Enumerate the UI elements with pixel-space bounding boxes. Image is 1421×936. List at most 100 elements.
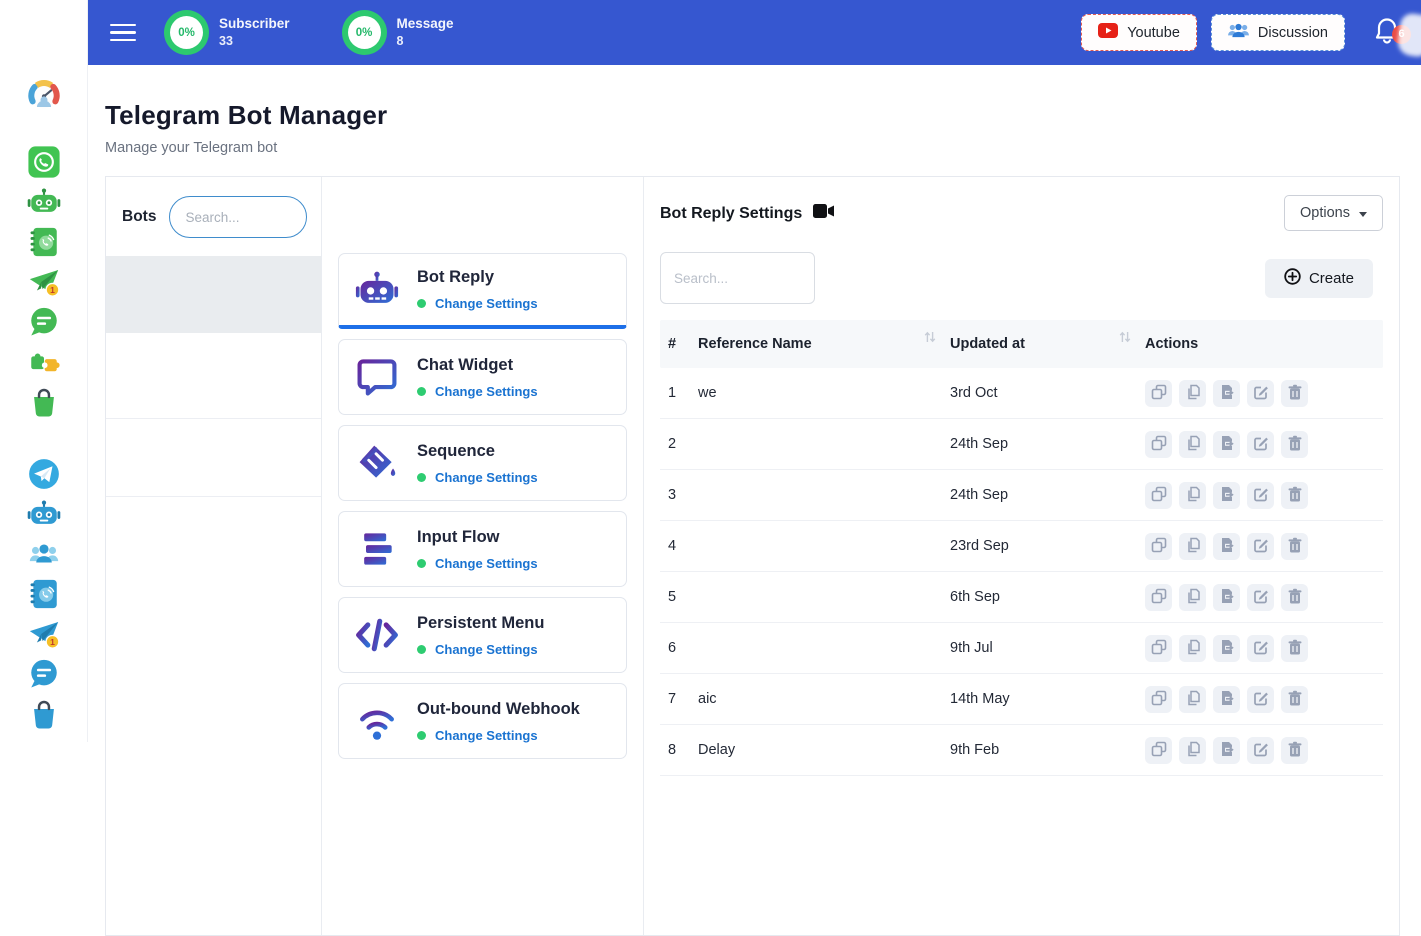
edit-button[interactable] — [1247, 685, 1274, 713]
clone-button[interactable] — [1145, 736, 1172, 764]
copy-button[interactable] — [1179, 583, 1206, 611]
clone-button[interactable] — [1145, 532, 1172, 560]
status-dot-icon — [417, 558, 426, 568]
export-button[interactable] — [1213, 532, 1240, 560]
delete-button[interactable] — [1281, 481, 1308, 509]
row-updated-at: 9th Jul — [950, 640, 993, 656]
clone-button[interactable] — [1145, 430, 1172, 458]
create-button[interactable]: Create — [1264, 258, 1373, 298]
change-settings-link[interactable]: Change Settings — [435, 383, 538, 399]
copy-button[interactable] — [1179, 481, 1206, 509]
clone-button[interactable] — [1145, 481, 1172, 509]
delete-button[interactable] — [1281, 583, 1308, 611]
setting-card-sequence[interactable]: Sequence Change Settings — [338, 425, 627, 501]
edit-button[interactable] — [1247, 634, 1274, 662]
copy-icon — [1185, 486, 1201, 505]
sidebar-item-whatsapp[interactable] — [26, 145, 62, 179]
sidebar-item-telegram-group[interactable] — [26, 537, 62, 571]
sort-icon[interactable] — [924, 330, 936, 348]
options-dropdown-button[interactable]: Options — [1284, 195, 1383, 231]
clone-button[interactable] — [1145, 379, 1172, 407]
video-camera-icon[interactable] — [813, 203, 835, 224]
change-settings-link[interactable]: Change Settings — [435, 296, 538, 311]
export-button[interactable] — [1213, 430, 1240, 458]
row-reference-name: Delay — [698, 742, 736, 758]
clone-button[interactable] — [1145, 583, 1172, 611]
edit-button[interactable] — [1247, 379, 1274, 407]
setting-card-bot-reply[interactable]: Bot Reply Change Settings — [338, 253, 627, 329]
delete-button[interactable] — [1281, 736, 1308, 764]
edit-button[interactable] — [1247, 736, 1274, 764]
delete-button[interactable] — [1281, 430, 1308, 458]
setting-card-input-flow[interactable]: Input Flow Change Settings — [338, 511, 627, 587]
edit-button[interactable] — [1247, 583, 1274, 611]
sidebar-item-whatsapp-broadcast[interactable]: 1 — [26, 265, 62, 299]
chevron-down-icon — [1359, 211, 1367, 217]
sidebar-item-whatsapp-contacts[interactable] — [26, 225, 62, 259]
change-settings-link[interactable]: Change Settings — [435, 469, 538, 485]
copy-button[interactable] — [1179, 634, 1206, 662]
bot-list-item[interactable] — [106, 256, 321, 333]
sidebar-item-telegram-shop[interactable] — [26, 697, 62, 731]
clone-button[interactable] — [1145, 685, 1172, 713]
export-button[interactable] — [1213, 685, 1240, 713]
delete-button[interactable] — [1281, 634, 1308, 662]
reply-search-input[interactable] — [660, 252, 815, 304]
hamburger-menu-icon[interactable] — [110, 19, 136, 47]
change-settings-link[interactable]: Change Settings — [435, 727, 538, 743]
edit-button[interactable] — [1247, 481, 1274, 509]
sidebar-item-telegram[interactable] — [26, 457, 62, 491]
copy-button[interactable] — [1179, 736, 1206, 764]
discussion-button[interactable]: Discussion — [1210, 14, 1345, 51]
sidebar-item-whatsapp-chat[interactable] — [26, 305, 62, 339]
notifications-button[interactable]: 6 — [1375, 17, 1411, 49]
discussion-button-label: Discussion — [1257, 24, 1328, 41]
contacts-icon — [30, 227, 57, 257]
users-icon — [29, 544, 58, 563]
setting-card-out-bound-webhook[interactable]: Out-bound Webhook Change Settings — [338, 683, 627, 759]
bot-list-item[interactable] — [106, 419, 321, 497]
sidebar-item-telegram-broadcast[interactable]: 1 — [26, 617, 62, 651]
sidebar-item-telegram-chat[interactable] — [26, 657, 62, 691]
setting-card-chat-widget[interactable]: Chat Widget Change Settings — [338, 339, 627, 415]
copy-button[interactable] — [1179, 685, 1206, 713]
export-button[interactable] — [1213, 481, 1240, 509]
row-number: 4 — [668, 538, 677, 554]
chat-icon — [30, 307, 57, 336]
sort-icon[interactable] — [1119, 330, 1131, 348]
delete-button[interactable] — [1281, 379, 1308, 407]
edit-button[interactable] — [1247, 430, 1274, 458]
sidebar-item-whatsapp-bot[interactable] — [26, 185, 62, 219]
column-header-reference-name[interactable]: Reference Name — [698, 331, 950, 352]
setting-card-persistent-menu[interactable]: Persistent Menu Change Settings — [338, 597, 627, 673]
sidebar-item-telegram-contacts[interactable] — [26, 577, 62, 611]
copy-button[interactable] — [1179, 532, 1206, 560]
export-icon — [1219, 690, 1235, 709]
change-settings-link[interactable]: Change Settings — [435, 641, 538, 657]
subscriber-stat-label: Subscriber — [219, 15, 290, 31]
export-button[interactable] — [1213, 634, 1240, 662]
row-actions — [1145, 532, 1375, 560]
export-button[interactable] — [1213, 736, 1240, 764]
column-header-updated-at[interactable]: Updated at — [950, 331, 1145, 352]
bots-search-input[interactable] — [169, 196, 307, 238]
clone-button[interactable] — [1145, 634, 1172, 662]
delete-button[interactable] — [1281, 532, 1308, 560]
export-button[interactable] — [1213, 583, 1240, 611]
sidebar-item-dashboard[interactable] — [26, 78, 62, 112]
plus-circle-icon — [1284, 267, 1301, 289]
copy-button[interactable] — [1179, 379, 1206, 407]
delete-button[interactable] — [1281, 685, 1308, 713]
sidebar-item-whatsapp-shop[interactable] — [26, 385, 62, 419]
change-settings-link[interactable]: Change Settings — [435, 555, 538, 571]
sidebar-item-integrations[interactable] — [26, 345, 62, 379]
settings-cards-list: Bot Reply Change Settings Chat Widget Ch… — [338, 253, 627, 759]
bot-list-item[interactable] — [106, 333, 321, 419]
sidebar-item-telegram-bot[interactable] — [26, 497, 62, 531]
edit-button[interactable] — [1247, 532, 1274, 560]
table-row: 2 24th Sep — [660, 419, 1383, 470]
copy-button[interactable] — [1179, 430, 1206, 458]
youtube-button[interactable]: Youtube — [1081, 14, 1197, 51]
export-button[interactable] — [1213, 379, 1240, 407]
table-row: 5 6th Sep — [660, 572, 1383, 623]
